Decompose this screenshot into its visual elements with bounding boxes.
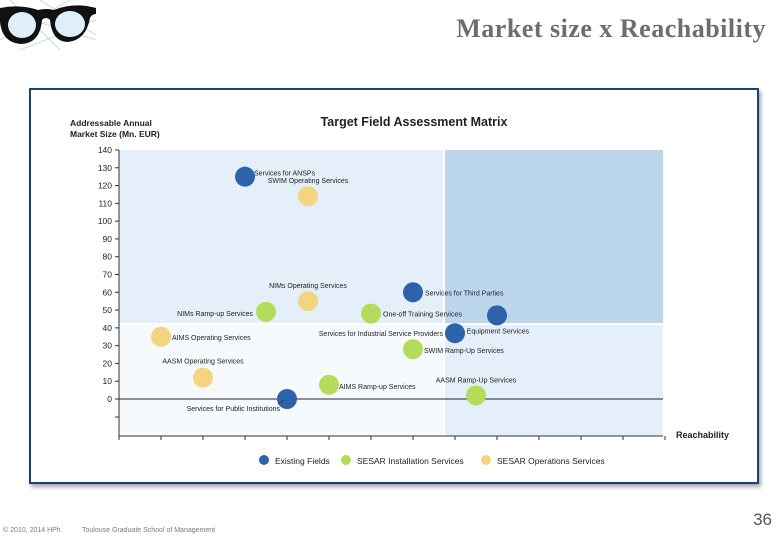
y-tick-label: 30	[103, 341, 113, 351]
y-tick-label: 140	[98, 145, 112, 155]
y-tick-label: 60	[103, 287, 113, 297]
data-label: SWIM Operating Services	[268, 178, 349, 185]
data-point	[151, 326, 171, 347]
data-point	[277, 389, 297, 409]
y-axis-label-line-2: Market Size (Mn. EUR)	[70, 129, 160, 139]
x-axis-label: Reachability	[676, 430, 729, 440]
y-tick-label: 40	[103, 323, 113, 333]
data-point	[403, 339, 423, 360]
y-tick-label: 10	[103, 376, 113, 386]
data-point	[319, 374, 339, 395]
data-label: NIMs Ramp-up Services	[177, 311, 253, 318]
y-axis-label-line-1: Addressable Annual	[70, 118, 152, 128]
glasses-logo	[0, 0, 96, 50]
slide-title: Market size x Reachability	[456, 14, 766, 43]
assessment-matrix-chart: 0 10 20 30 40 50 60 70 80 90 100 110 120 130 140 SWIM …	[70, 115, 729, 466]
data-label: SWIM Ramp-Up Services	[424, 348, 504, 355]
data-label: NIMs Operating Services	[269, 283, 347, 290]
y-tick-label: 0	[107, 394, 112, 404]
page-number: 36	[753, 510, 772, 529]
legend-label: Existing Fields	[275, 456, 330, 466]
data-point	[487, 305, 507, 326]
data-point	[256, 301, 276, 322]
y-tick-label: 110	[98, 198, 112, 208]
legend-marker	[341, 455, 351, 465]
data-label: Services for Industrial Service Provider…	[319, 331, 444, 338]
chart-frame: 0 10 20 30 40 50 60 70 80 90 100 110 120 130 140 SWIM …	[29, 88, 759, 484]
chart-title: Target Field Assessment Matrix	[321, 115, 508, 129]
y-tick-label: 70	[103, 270, 113, 280]
data-label: AIMS Ramp-up Services	[339, 384, 416, 391]
data-label: Equipment Services	[467, 328, 530, 335]
data-point	[193, 367, 213, 388]
legend-label: SESAR Installation Services	[357, 456, 464, 466]
data-label: AIMS Operating Services	[172, 335, 251, 342]
y-tick-label: 80	[103, 252, 113, 262]
data-point	[403, 282, 423, 303]
y-tick-label: 130	[98, 163, 112, 173]
quadrant-top-right	[444, 150, 663, 324]
y-tick-label: 100	[98, 216, 112, 226]
data-point	[298, 186, 318, 207]
data-point	[361, 303, 381, 324]
quadrant-top-left	[119, 150, 444, 324]
data-point	[466, 385, 486, 406]
data-label: Services for Third Parties	[425, 290, 504, 297]
legend-label: SESAR Operations Services	[497, 456, 605, 466]
data-label: Services for Public Institutions	[187, 406, 281, 413]
y-tick-label: 120	[98, 181, 112, 191]
y-tick-label: 90	[103, 234, 113, 244]
data-label: One-off Training Services	[383, 312, 462, 319]
y-tick-label: 20	[103, 358, 113, 368]
footer-school: Toulouse Graduate School of Management	[82, 527, 216, 534]
data-point	[235, 166, 255, 187]
quadrant-bottom-right	[444, 324, 663, 436]
chart-legend: Existing Fields SESAR Installation Servic…	[259, 455, 605, 466]
label-leader-line	[277, 399, 285, 405]
data-label: Services for ANSPs	[254, 171, 316, 178]
footer-copyright: © 2010, 2014 HPh	[3, 527, 61, 534]
legend-marker	[481, 455, 491, 465]
y-tick-label: 50	[103, 305, 113, 315]
data-point	[445, 323, 465, 344]
data-point	[298, 291, 318, 312]
legend-marker	[259, 455, 269, 465]
data-label: AASM Ramp-Up Services	[436, 377, 517, 384]
data-label: AASM Operating Services	[162, 359, 244, 366]
